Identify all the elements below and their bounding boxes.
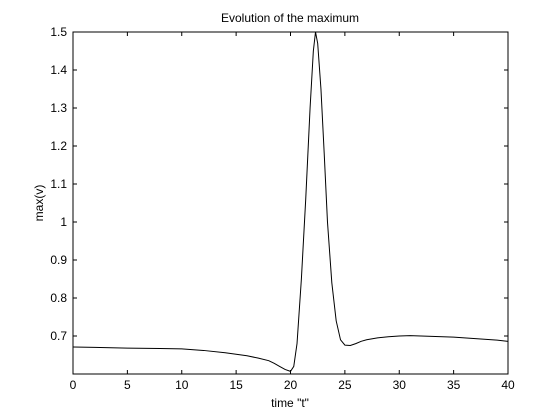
x-tick-label: 15 [229,378,243,392]
x-tick-label: 5 [124,378,131,392]
chart-title: Evolution of the maximum [221,11,359,25]
y-tick-label: 1.5 [50,25,67,39]
y-axis-label: max(v) [32,185,46,222]
x-tick-label: 20 [284,378,298,392]
x-tick-label: 35 [447,378,461,392]
x-tick-label: 40 [501,378,515,392]
x-tick-label: 25 [338,378,352,392]
plot-area [73,32,508,374]
y-tick-label: 1.4 [50,63,67,77]
y-tick-label: 1.3 [50,101,67,115]
x-tick-label: 0 [70,378,77,392]
y-tick-label: 0.7 [50,329,67,343]
y-tick-label: 0.8 [50,291,67,305]
y-tick-label: 0.9 [50,253,67,267]
y-tick-label: 1.2 [50,139,67,153]
y-axis-tick-labels: 0.7 0.8 0.9 1 1.1 1.2 1.3 1.4 1.5 [50,25,67,343]
x-tick-label: 30 [393,378,407,392]
y-tick-label: 1 [60,215,67,229]
x-tick-label: 10 [175,378,189,392]
y-tick-label: 1.1 [50,177,67,191]
x-axis-label: time "t" [271,396,309,410]
